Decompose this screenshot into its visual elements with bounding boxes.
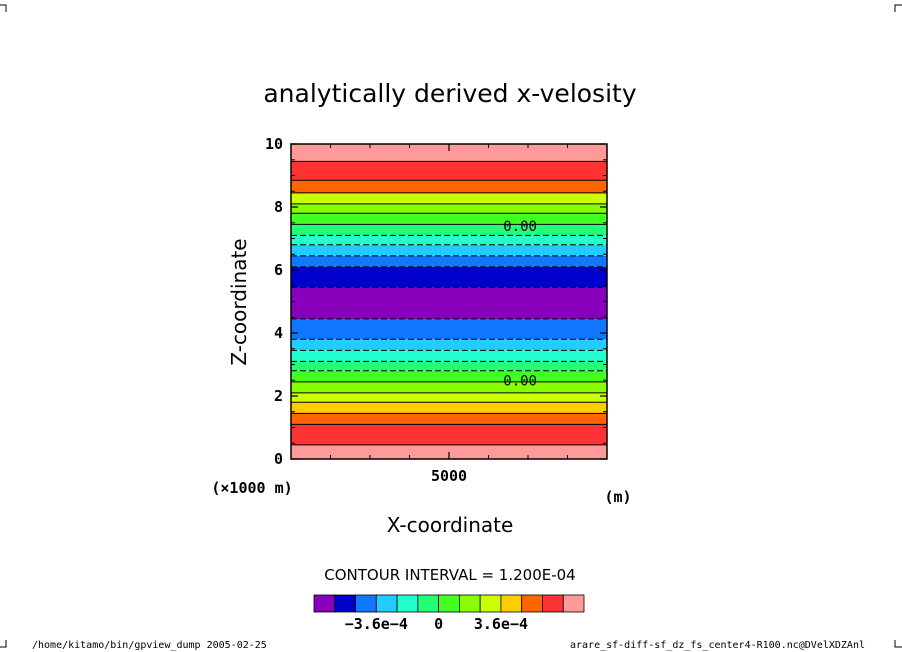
chart-title: analytically derived x-velosity: [263, 79, 636, 108]
contour-band: [291, 144, 607, 162]
contour-band: [291, 361, 607, 371]
colorbar-swatch: [521, 594, 543, 613]
y-axis-label: Z-coordinate: [227, 238, 251, 365]
colorbar-swatch: [355, 594, 377, 613]
contour-band: [291, 161, 607, 181]
contour-band: [291, 350, 607, 362]
y-tick-label: 8: [274, 198, 283, 216]
contour-band: [291, 244, 607, 256]
contour-band: [291, 180, 607, 193]
contour-band: [291, 287, 607, 319]
x-axis-label: X-coordinate: [387, 513, 514, 537]
x-axis-ticks: 5000: [330, 144, 568, 485]
colorbar-swatch: [458, 594, 481, 613]
x-unit-label: (m): [604, 488, 631, 506]
contour-interval-text: CONTOUR INTERVAL = 1.200E-04: [324, 566, 575, 584]
corner-marks: [0, 4, 902, 648]
contour-label: 0.00: [503, 373, 537, 389]
colorbar-tick-label: 3.6e−4: [474, 615, 528, 633]
x-scale-note: (×1000 m): [211, 479, 292, 497]
colorbar-swatch: [313, 594, 336, 613]
contour-labels: 0.00 0.00: [503, 219, 537, 389]
contour-band: [291, 339, 607, 351]
y-tick-label: 2: [274, 387, 283, 405]
contour-band: [291, 266, 607, 288]
colorbar-swatch: [500, 594, 523, 613]
contour-band: [291, 424, 607, 445]
footer-right: arare_sf-diff-sf_dz_fs_center4-R100.nc@D…: [570, 640, 865, 651]
contour-band: [291, 192, 607, 204]
colorbar-tick-label: 0: [434, 615, 443, 633]
colorbar-swatch: [479, 594, 502, 613]
contour-fill: [291, 144, 607, 459]
colorbar-swatch: [438, 594, 460, 613]
contour-band: [291, 213, 607, 225]
contour-band: [291, 392, 607, 403]
y-tick-label: 0: [274, 450, 283, 468]
colorbar-swatch: [375, 594, 398, 613]
contour-band: [291, 255, 607, 267]
contour-label: 0.00: [503, 219, 537, 235]
contour-band: [291, 318, 607, 340]
y-tick-label: 10: [265, 135, 283, 153]
colorbar: [313, 594, 585, 613]
colorbar-ticks: −3.6e−4 0 3.6e−4: [345, 615, 528, 633]
colorbar-swatch: [542, 594, 564, 613]
y-tick-label: 6: [274, 261, 283, 279]
contour-lines: [291, 160, 607, 446]
contour-band: [291, 402, 607, 414]
contour-band: [291, 381, 607, 393]
contour-band: [291, 413, 607, 425]
x-tick-label: 5000: [431, 467, 467, 485]
contour-band: [291, 203, 607, 214]
footer-left: /home/kitamo/bin/gpview_dump 2005-02-25: [32, 640, 267, 651]
contour-band: [291, 224, 607, 236]
y-tick-label: 4: [274, 324, 283, 342]
contour-band: [291, 370, 607, 382]
contour-band: [291, 235, 607, 245]
colorbar-tick-label: −3.6e−4: [345, 615, 408, 633]
y-axis-ticks: 0 2 4 6 8 10: [265, 135, 607, 468]
colorbar-swatch: [396, 594, 419, 613]
colorbar-swatch: [417, 594, 440, 613]
colorbar-swatch: [562, 594, 585, 613]
colorbar-swatch: [334, 594, 356, 613]
